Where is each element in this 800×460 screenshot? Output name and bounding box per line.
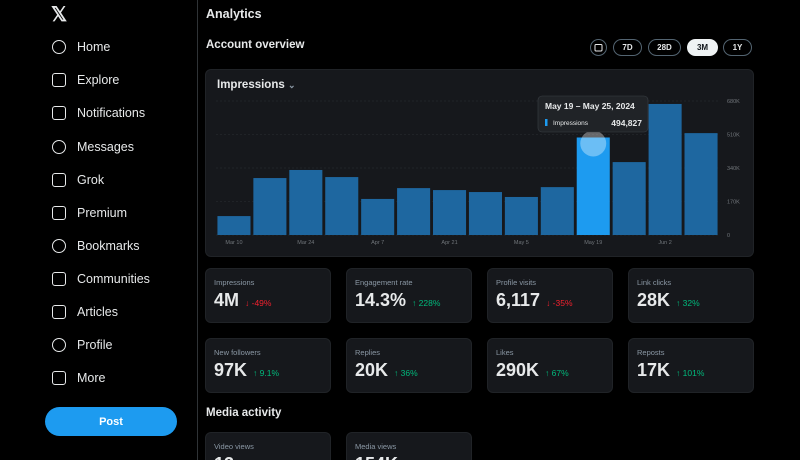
stat-value: 4M — [214, 290, 239, 310]
stat-label: New followers — [214, 348, 261, 357]
x-tick-label: Mar 10 — [225, 240, 242, 246]
bar — [469, 192, 502, 235]
bar — [361, 199, 394, 235]
stat-value: 14.3% — [355, 290, 406, 310]
y-tick-label: 170K — [727, 200, 740, 206]
x-tick-label: May 19 — [584, 240, 602, 246]
stat-value-row: 97K ↑ 9.1% — [214, 360, 279, 381]
stat-label: Likes — [496, 348, 514, 357]
stat-card[interactable]: Replies 20K ↑ 36% — [346, 338, 472, 393]
y-tick-label: 0 — [727, 233, 730, 239]
y-tick-label: 510K — [727, 133, 740, 139]
hover-indicator — [580, 130, 606, 156]
stat-value: 97K — [214, 360, 247, 380]
bar — [217, 216, 250, 235]
stat-value-row: 6,117 ↓ -35% — [496, 290, 573, 311]
bar — [541, 187, 574, 235]
bar — [505, 197, 538, 235]
stat-change: ↓ -49% — [245, 298, 271, 308]
stat-label: Profile visits — [496, 278, 536, 287]
stat-label: Replies — [355, 348, 380, 357]
stat-value-row: 4M ↓ -49% — [214, 290, 271, 311]
tooltip-series: Impressions — [553, 120, 589, 127]
stat-card[interactable]: Likes 290K ↑ 67% — [487, 338, 613, 393]
stat-value-row: 17K ↑ 101% — [637, 360, 704, 381]
x-tick-label: Jun 2 — [658, 240, 671, 246]
x-tick-label: Mar 24 — [297, 240, 314, 246]
stat-label: Engagement rate — [355, 278, 413, 287]
media-value: 154K — [355, 454, 398, 460]
stat-value: 290K — [496, 360, 539, 380]
stat-change: ↑ 9.1% — [253, 368, 279, 378]
stat-value-row: 14.3% ↑ 228% — [355, 290, 440, 311]
stat-card[interactable]: Reposts 17K ↑ 101% — [628, 338, 754, 393]
stat-value: 20K — [355, 360, 388, 380]
stat-value: 17K — [637, 360, 670, 380]
stat-change: ↑ 36% — [394, 368, 418, 378]
media-label: Video views — [214, 442, 254, 451]
stat-change: ↑ 32% — [676, 298, 700, 308]
stat-change: ↑ 228% — [412, 298, 440, 308]
x-tick-label: Apr 21 — [441, 240, 457, 246]
bar — [289, 170, 322, 235]
bar — [325, 177, 358, 235]
media-card[interactable]: Media views 154K — [346, 432, 472, 460]
tooltip-range: May 19 – May 25, 2024 — [545, 101, 635, 111]
stat-card[interactable]: Engagement rate 14.3% ↑ 228% — [346, 268, 472, 323]
bar — [253, 178, 286, 235]
tooltip-swatch — [545, 119, 548, 126]
bar — [649, 104, 682, 235]
stat-value-row: 20K ↑ 36% — [355, 360, 418, 381]
stat-value: 28K — [637, 290, 670, 310]
stat-card[interactable]: New followers 97K ↑ 9.1% — [205, 338, 331, 393]
stat-card[interactable]: Link clicks 28K ↑ 32% — [628, 268, 754, 323]
stat-value: 6,117 — [496, 290, 540, 310]
tooltip-value: 494,827 — [611, 118, 642, 128]
media-card[interactable]: Video views 13 — [205, 432, 331, 460]
y-tick-label: 340K — [727, 166, 740, 172]
x-tick-label: May 5 — [514, 240, 529, 246]
stat-change: ↓ -35% — [546, 298, 572, 308]
media-value: 13 — [214, 454, 234, 460]
bar — [433, 190, 466, 235]
stat-value-row: 28K ↑ 32% — [637, 290, 700, 311]
y-tick-label: 680K — [727, 99, 740, 105]
stat-label: Link clicks — [637, 278, 671, 287]
stat-change: ↑ 67% — [545, 368, 569, 378]
bar — [397, 188, 430, 235]
media-label: Media views — [355, 442, 396, 451]
stat-value-row: 290K ↑ 67% — [496, 360, 569, 381]
page: 𝕏 HomeExploreNotificationsMessagesGrokPr… — [0, 0, 800, 460]
bar — [685, 133, 718, 235]
stat-change: ↑ 101% — [676, 368, 704, 378]
x-tick-label: Apr 7 — [371, 240, 384, 246]
stat-card[interactable]: Impressions 4M ↓ -49% — [205, 268, 331, 323]
stat-card[interactable]: Profile visits 6,117 ↓ -35% — [487, 268, 613, 323]
media-title: Media activity — [206, 407, 281, 419]
bar — [613, 162, 646, 235]
stat-label: Reposts — [637, 348, 665, 357]
stat-label: Impressions — [214, 278, 254, 287]
